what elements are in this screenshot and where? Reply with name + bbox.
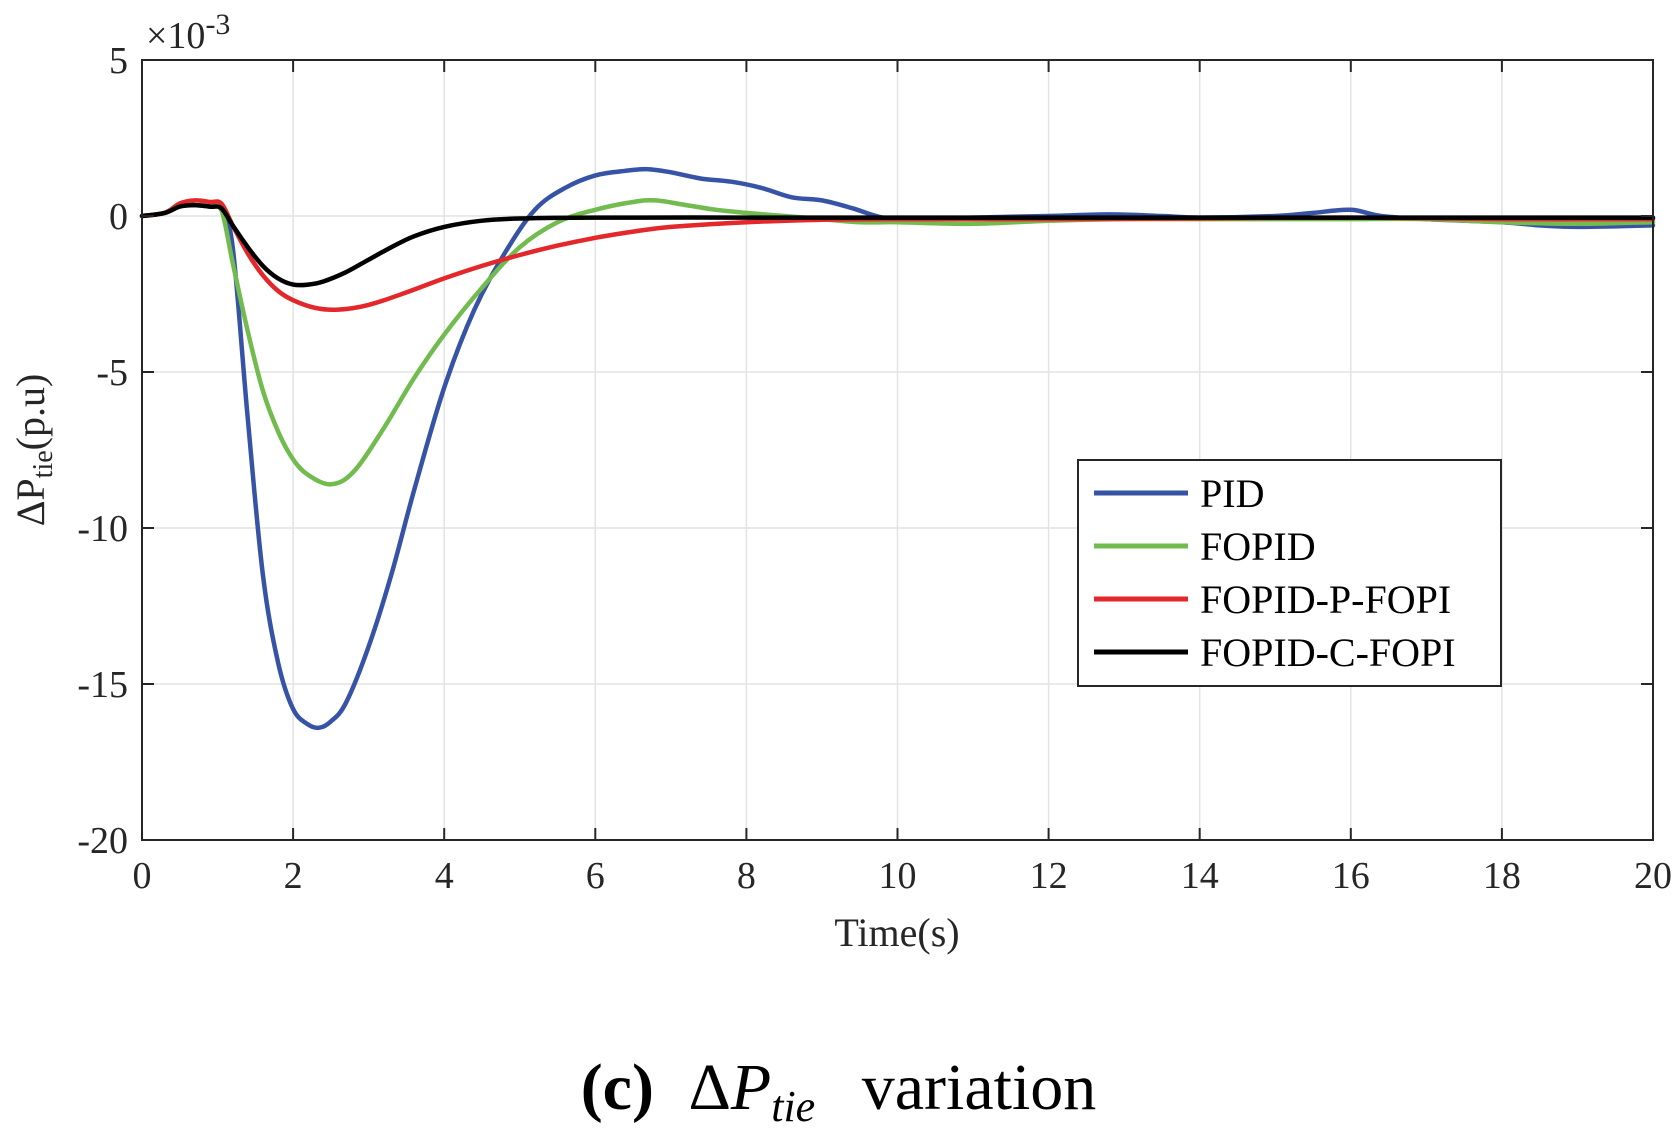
- x-tick-label: 20: [1634, 855, 1672, 897]
- y-tick-label: -15: [77, 664, 128, 706]
- figure-caption: (c) ΔPtie variation: [0, 1050, 1677, 1131]
- x-tick-label: 2: [284, 855, 303, 897]
- x-tick-label: 8: [737, 855, 756, 897]
- legend-label: FOPID-C-FOPI: [1200, 630, 1456, 675]
- x-tick-label: 6: [586, 855, 605, 897]
- legend-label: FOPID: [1200, 524, 1316, 569]
- legend-label: PID: [1200, 471, 1264, 516]
- y-tick-label: 0: [109, 196, 128, 238]
- caption-word: variation: [861, 1051, 1097, 1124]
- x-tick-label: 18: [1483, 855, 1521, 897]
- x-tick-label: 10: [879, 855, 917, 897]
- y-axis-label: ΔPtie(p.u): [8, 374, 59, 527]
- y-tick-label: -5: [96, 352, 128, 394]
- legend: PID FOPID FOPID-P-FOPI FOPID-C-FOPI: [1077, 459, 1502, 687]
- series-line-fopid-c-fopi: [139, 202, 1656, 288]
- x-tick-label: 16: [1332, 855, 1370, 897]
- x-tick-label: 4: [435, 855, 454, 897]
- y-label-prefix: ΔP: [8, 478, 53, 526]
- y-tick-label: -20: [77, 820, 128, 862]
- y-label-suffix: (p.u): [8, 374, 53, 451]
- exponent-base: ×10: [146, 15, 205, 57]
- exponent-label: ×10-3: [146, 8, 230, 57]
- series-layer: [139, 166, 1656, 731]
- y-label-subscript: tie: [28, 450, 59, 478]
- x-tick-label: 0: [133, 855, 152, 897]
- exponent-power: -3: [205, 8, 230, 41]
- ticks: 0 2 4 6 8 10 12 14 16 18 20 5 0 -5 -10 -15 -20: [77, 40, 1672, 897]
- x-tick-label: 12: [1030, 855, 1068, 897]
- legend-box: [1077, 459, 1502, 687]
- caption-subscript: tie: [771, 1082, 816, 1131]
- x-tick-label: 14: [1181, 855, 1219, 897]
- caption-variable: P: [730, 1051, 772, 1124]
- y-tick-label: -10: [77, 508, 128, 550]
- legend-label: FOPID-P-FOPI: [1200, 577, 1451, 622]
- caption-delta: Δ: [688, 1051, 731, 1124]
- caption-label: (c): [580, 1051, 654, 1124]
- y-tick-label: 5: [109, 40, 128, 82]
- x-axis-label: Time(s): [834, 910, 959, 955]
